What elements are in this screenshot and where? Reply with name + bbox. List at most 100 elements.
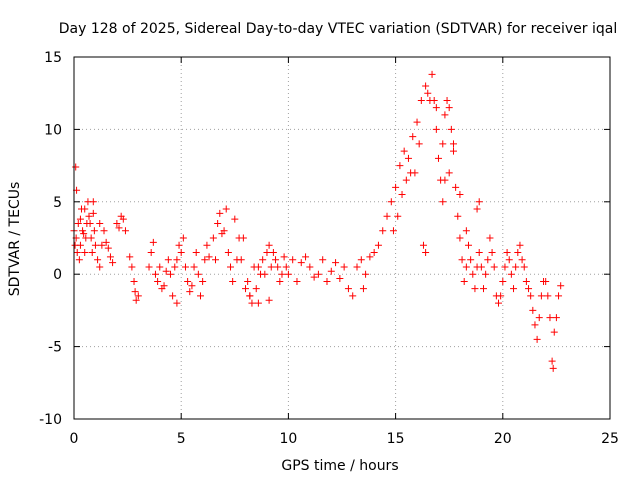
data-point — [462, 227, 470, 235]
y-tick-label: 5 — [53, 195, 62, 211]
data-point — [432, 125, 440, 133]
y-tick-label: -10 — [39, 412, 62, 428]
data-point — [190, 263, 198, 271]
data-point — [518, 256, 526, 264]
data-point — [542, 277, 550, 285]
data-point — [471, 285, 479, 293]
data-point — [80, 230, 88, 238]
data-point — [550, 328, 558, 336]
data-point — [261, 270, 269, 278]
data-point — [128, 263, 136, 271]
data-point — [199, 277, 207, 285]
data-point — [482, 270, 490, 278]
data-point — [379, 227, 387, 235]
data-point — [216, 209, 224, 217]
data-points — [70, 70, 565, 372]
data-point — [520, 263, 528, 271]
data-point — [514, 248, 522, 256]
data-point — [525, 285, 533, 293]
data-point — [522, 277, 530, 285]
data-point — [501, 263, 509, 271]
data-point — [171, 263, 179, 271]
x-tick-label: 20 — [494, 431, 512, 447]
x-axis-label: GPS time / hours — [281, 458, 398, 474]
data-point — [282, 263, 290, 271]
data-point — [557, 282, 565, 290]
data-point — [181, 263, 189, 271]
data-point — [147, 248, 155, 256]
data-point — [73, 248, 81, 256]
data-point — [126, 253, 134, 261]
data-point — [422, 82, 430, 90]
data-point — [239, 234, 247, 242]
data-point — [196, 292, 204, 300]
data-point — [173, 299, 181, 307]
y-tick-label: 15 — [44, 50, 62, 66]
data-point — [289, 256, 297, 264]
data-point — [179, 234, 187, 242]
data-point — [194, 270, 202, 278]
data-point — [252, 285, 260, 293]
data-point — [396, 162, 404, 170]
data-point — [297, 259, 305, 267]
data-point — [469, 270, 477, 278]
data-point — [96, 220, 104, 228]
data-point — [306, 263, 314, 271]
data-point — [259, 256, 267, 264]
data-point — [242, 285, 250, 293]
data-point — [473, 205, 481, 213]
data-point — [119, 215, 127, 223]
data-point — [229, 277, 237, 285]
data-point — [220, 227, 228, 235]
data-point — [302, 253, 310, 261]
data-point — [512, 263, 520, 271]
data-point — [132, 296, 140, 304]
data-point — [203, 241, 211, 249]
data-point — [516, 241, 524, 249]
data-point — [447, 125, 455, 133]
data-point — [456, 191, 464, 199]
data-point — [314, 270, 322, 278]
data-point — [353, 263, 361, 271]
data-point — [156, 263, 164, 271]
data-point — [201, 256, 209, 264]
data-point — [475, 248, 483, 256]
data-point — [231, 215, 239, 223]
data-point — [177, 248, 185, 256]
data-point — [293, 277, 301, 285]
data-point — [477, 263, 485, 271]
data-point — [456, 234, 464, 242]
data-point — [149, 238, 157, 246]
data-point — [106, 253, 114, 261]
data-point — [310, 273, 318, 281]
data-point — [227, 263, 235, 271]
data-point — [533, 335, 541, 343]
data-point — [505, 256, 513, 264]
data-point — [407, 169, 415, 177]
data-point — [134, 292, 142, 300]
data-point — [74, 220, 82, 228]
plot-frame — [73, 56, 611, 420]
data-point — [166, 270, 174, 278]
data-point — [424, 89, 432, 97]
data-point — [415, 140, 423, 148]
data-point — [349, 292, 357, 300]
data-point — [280, 253, 288, 261]
data-point — [359, 285, 367, 293]
data-point — [109, 259, 117, 267]
data-point — [417, 96, 425, 104]
data-point — [366, 253, 374, 261]
data-point — [222, 205, 230, 213]
data-point — [454, 212, 462, 220]
data-point — [151, 270, 159, 278]
data-point — [175, 241, 183, 249]
data-point — [383, 212, 391, 220]
data-point — [452, 183, 460, 191]
data-point — [441, 176, 449, 184]
data-point — [439, 140, 447, 148]
data-point — [81, 248, 89, 256]
chart-title: Day 128 of 2025, Sidereal Day-to-day VTE… — [59, 21, 617, 37]
data-point — [544, 292, 552, 300]
x-tick-label: 15 — [387, 431, 405, 447]
data-point — [91, 241, 99, 249]
